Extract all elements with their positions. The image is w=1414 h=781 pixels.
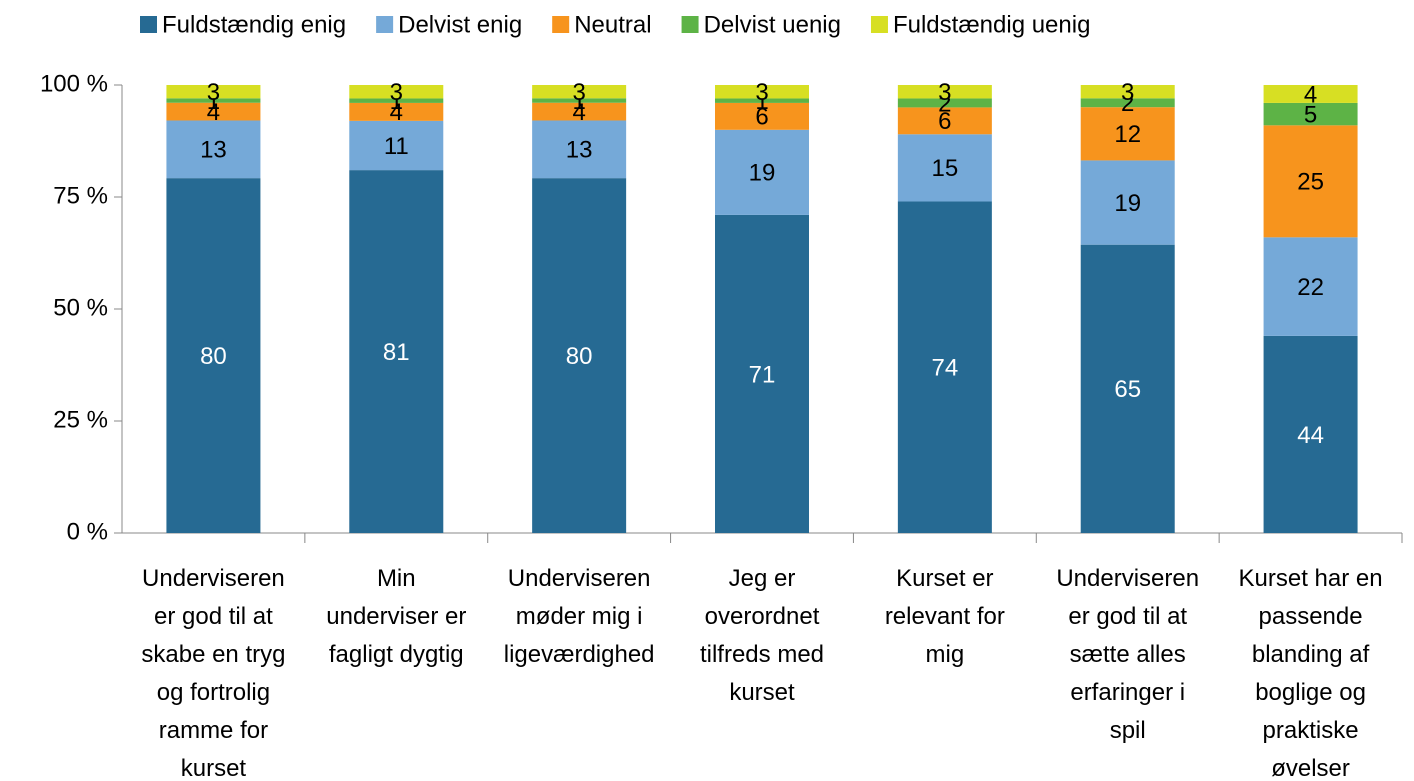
bar-segment bbox=[897, 134, 992, 202]
data-label: 6 bbox=[938, 108, 951, 135]
bar-segment bbox=[1263, 125, 1358, 238]
data-label: 3 bbox=[1121, 79, 1134, 106]
bar-segment bbox=[715, 98, 809, 103]
data-label: 71 bbox=[749, 361, 776, 388]
legend-label: Neutral bbox=[574, 11, 651, 38]
y-tick-label: 75 % bbox=[53, 182, 108, 209]
data-label: 4 bbox=[207, 99, 220, 126]
bar-segment bbox=[897, 107, 992, 135]
y-tick-label: 25 % bbox=[53, 406, 108, 433]
bar-segment bbox=[532, 178, 627, 534]
data-label: 3 bbox=[938, 79, 951, 106]
data-label: 11 bbox=[384, 133, 409, 160]
data-label: 80 bbox=[200, 343, 227, 370]
bar-segment bbox=[1080, 160, 1175, 245]
legend-swatch bbox=[376, 16, 394, 33]
data-label: 3 bbox=[572, 79, 585, 106]
data-label: 4 bbox=[1304, 81, 1317, 108]
x-tick-label: Jeg er overordnet tilfreds med kurset bbox=[700, 565, 824, 706]
bar-segment bbox=[715, 129, 809, 215]
y-tick-label: 50 % bbox=[53, 294, 108, 321]
bar-segment bbox=[349, 120, 444, 171]
x-tick-label: Underviseren er god til at sætte alles erfa… bbox=[1056, 565, 1199, 744]
bar-segment bbox=[1263, 102, 1358, 126]
data-label: 13 bbox=[200, 137, 227, 164]
legend-label: Delvist uenig bbox=[704, 11, 841, 38]
x-tick-label: Min underviser er fagligt dygtig bbox=[326, 565, 466, 668]
x-tick-label: Underviseren møder mig i ligeværdighed bbox=[504, 565, 655, 668]
bar-segment bbox=[166, 102, 261, 121]
legend-swatch bbox=[140, 16, 157, 33]
legend-label: Delvist enig bbox=[398, 11, 522, 38]
bar-segment bbox=[349, 85, 444, 99]
data-label: 25 bbox=[1297, 169, 1324, 196]
data-label: 13 bbox=[566, 137, 593, 164]
bar-segment bbox=[715, 214, 809, 534]
data-label: 3 bbox=[207, 79, 220, 106]
y-tick-label: 0 % bbox=[67, 518, 108, 545]
bar-segment bbox=[166, 85, 261, 99]
bar-segment bbox=[897, 85, 992, 99]
bar-segment bbox=[1080, 98, 1175, 108]
legend-label: Fuldstændig enig bbox=[162, 11, 346, 38]
bar-segment bbox=[1080, 244, 1175, 533]
bar-segment bbox=[1263, 237, 1358, 336]
x-tick-label: Kurset har en passende blanding af boglige … bbox=[1239, 565, 1383, 781]
bar-segment bbox=[349, 170, 444, 533]
bar-segment bbox=[166, 178, 261, 534]
data-label: 22 bbox=[1297, 274, 1324, 301]
bar-segment bbox=[715, 102, 809, 130]
data-label: 19 bbox=[749, 160, 776, 187]
x-tick-label: Underviseren er god til at skabe en tryg og… bbox=[141, 565, 285, 781]
data-label: 3 bbox=[755, 79, 768, 106]
y-tick-label: 100 % bbox=[40, 70, 108, 97]
data-label: 81 bbox=[383, 339, 410, 366]
data-label: 74 bbox=[932, 355, 959, 382]
data-label: 12 bbox=[1114, 121, 1141, 148]
legend-label: Fuldstændig uenig bbox=[893, 11, 1090, 38]
data-label: 5 bbox=[1304, 101, 1317, 128]
data-label: 80 bbox=[566, 343, 593, 370]
legend-swatch bbox=[681, 16, 699, 33]
data-label: 4 bbox=[390, 99, 403, 126]
x-tick-label: Kurset er relevant for mig bbox=[885, 565, 1005, 668]
bar-segment bbox=[532, 98, 627, 103]
bar-segment bbox=[166, 98, 261, 103]
data-label: 6 bbox=[755, 104, 768, 131]
data-label: 44 bbox=[1297, 422, 1324, 449]
data-label: 15 bbox=[932, 155, 959, 182]
data-label: 3 bbox=[390, 79, 403, 106]
bar-segment bbox=[897, 98, 992, 108]
bar-segment bbox=[715, 85, 809, 99]
data-label: 4 bbox=[572, 99, 585, 126]
data-label: 19 bbox=[1114, 190, 1141, 217]
bar-segment bbox=[532, 102, 627, 121]
bar-segment bbox=[897, 201, 992, 534]
legend-swatch bbox=[552, 16, 570, 33]
bar-segment bbox=[1080, 85, 1175, 99]
bar-segment bbox=[1080, 107, 1175, 161]
bar-segment bbox=[166, 120, 261, 179]
bar-segment bbox=[349, 98, 444, 103]
bar-segment bbox=[532, 120, 627, 179]
bar-segment bbox=[349, 102, 444, 121]
bar-segment bbox=[1263, 85, 1358, 103]
bar-segment bbox=[1263, 335, 1358, 533]
legend-swatch bbox=[870, 16, 888, 33]
bar-segment bbox=[532, 85, 627, 99]
data-label: 65 bbox=[1114, 376, 1141, 403]
